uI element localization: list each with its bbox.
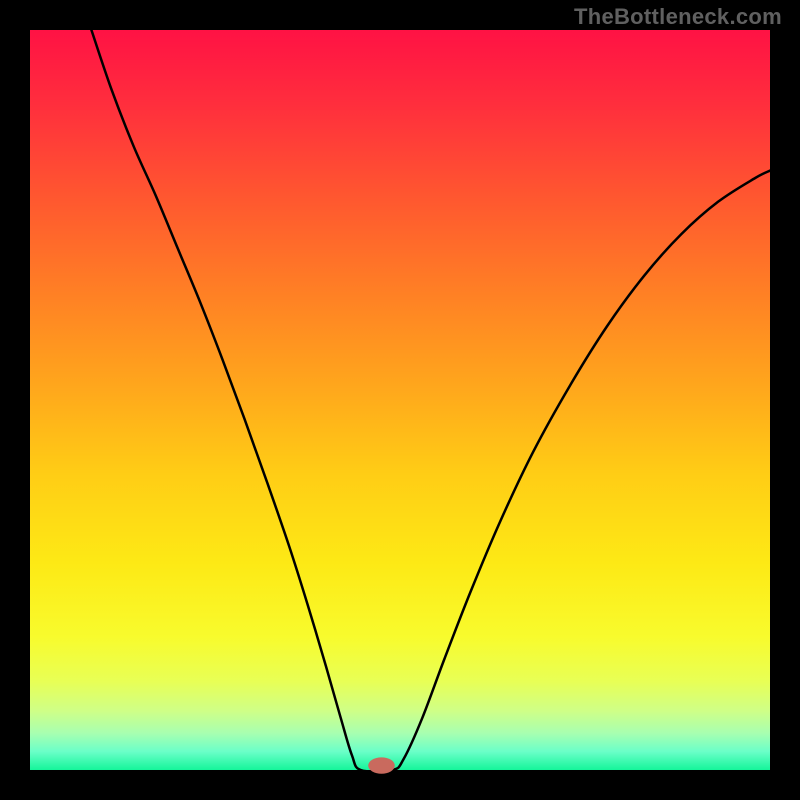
watermark-text: TheBottleneck.com <box>574 4 782 30</box>
chart-frame: TheBottleneck.com <box>0 0 800 800</box>
optimal-point-marker <box>368 757 395 773</box>
plot-background <box>30 30 770 770</box>
bottleneck-curve-chart <box>0 0 800 800</box>
